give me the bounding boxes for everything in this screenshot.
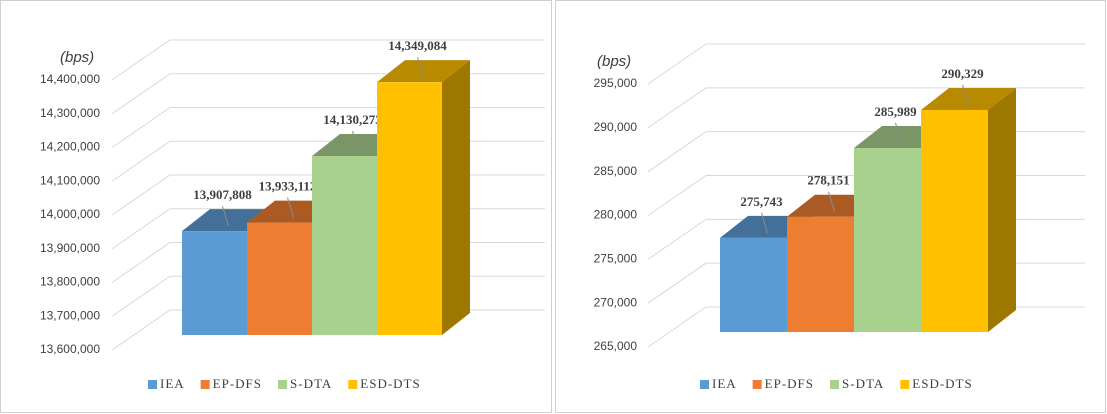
leader-line bbox=[287, 197, 294, 218]
bar bbox=[247, 222, 312, 335]
grid-line bbox=[647, 87, 1085, 129]
legend-swatch bbox=[200, 380, 210, 389]
bar bbox=[921, 109, 988, 332]
value-label: 13,907,808 bbox=[193, 187, 252, 202]
legend-label: IEA bbox=[160, 376, 185, 391]
legend-label: EP-DFS bbox=[213, 376, 262, 391]
value-label: 290,329 bbox=[941, 66, 984, 81]
legend-swatch bbox=[752, 380, 762, 389]
legend-label: EP-DFS bbox=[765, 376, 814, 391]
legend-swatch bbox=[148, 380, 157, 389]
grid-line bbox=[647, 43, 1085, 85]
legend-swatch bbox=[348, 380, 358, 389]
bar bbox=[720, 237, 787, 332]
leader-line bbox=[417, 57, 424, 78]
y-tick-label: 13,700,000 bbox=[40, 308, 100, 322]
y-tick-label: 295,000 bbox=[594, 76, 638, 90]
leader-line bbox=[222, 205, 229, 227]
bar bbox=[312, 156, 377, 335]
leader-line bbox=[895, 122, 902, 144]
axis-label: (bps) bbox=[60, 49, 94, 66]
bar-top bbox=[921, 87, 1016, 110]
value-label: 14,349,084 bbox=[388, 38, 447, 53]
leader-line bbox=[761, 212, 768, 233]
y-tick-label: 275,000 bbox=[594, 252, 638, 266]
value-label: 285,989 bbox=[874, 104, 917, 119]
legend-label: ESD-DTS bbox=[912, 376, 972, 391]
bar-top bbox=[377, 60, 470, 83]
bar-side bbox=[988, 87, 1016, 332]
legend-swatch bbox=[830, 380, 840, 389]
legend-swatch bbox=[900, 380, 910, 389]
y-tick-label: 285,000 bbox=[594, 164, 638, 178]
legend-label: ESD-DTS bbox=[360, 376, 420, 391]
bar-side bbox=[442, 60, 470, 336]
y-tick-label: 14,100,000 bbox=[40, 173, 100, 187]
y-tick-label: 265,000 bbox=[594, 339, 638, 353]
leader-line bbox=[352, 130, 359, 152]
y-tick-label: 13,900,000 bbox=[40, 241, 100, 255]
y-tick-label: 290,000 bbox=[594, 120, 638, 134]
grid-line bbox=[111, 39, 545, 81]
y-tick-label: 280,000 bbox=[594, 208, 638, 222]
value-label: 13,933,112 bbox=[259, 179, 317, 194]
y-tick-label: 14,000,000 bbox=[40, 207, 100, 221]
legend-swatch bbox=[278, 380, 288, 389]
value-label: 278,151 bbox=[807, 173, 849, 188]
leader-line bbox=[828, 191, 835, 212]
leader-line bbox=[962, 84, 969, 106]
legend-label: S-DTA bbox=[842, 376, 884, 391]
legend-swatch bbox=[700, 380, 709, 389]
y-tick-label: 14,200,000 bbox=[40, 140, 100, 154]
bar bbox=[377, 82, 442, 336]
y-tick-label: 14,300,000 bbox=[40, 106, 100, 120]
y-tick-label: 13,600,000 bbox=[40, 342, 100, 356]
bar bbox=[854, 147, 921, 332]
y-tick-label: 14,400,000 bbox=[40, 72, 100, 86]
y-tick-label: 13,800,000 bbox=[40, 275, 100, 289]
bar bbox=[182, 231, 247, 335]
axis-label: (bps) bbox=[597, 53, 631, 70]
bar bbox=[787, 216, 854, 332]
y-tick-label: 270,000 bbox=[594, 295, 638, 309]
legend-label: IEA bbox=[712, 376, 737, 391]
value-label: 14,130,273 bbox=[323, 112, 382, 127]
value-label: 275,743 bbox=[740, 194, 783, 209]
legend-label: S-DTA bbox=[290, 376, 332, 391]
